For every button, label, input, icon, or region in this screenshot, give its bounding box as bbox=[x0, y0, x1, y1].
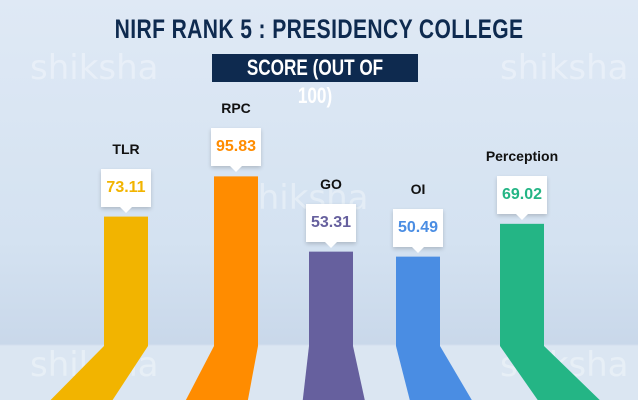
bar-floor-perception bbox=[500, 346, 600, 400]
value-label: 69.02 bbox=[497, 175, 547, 220]
category-label: OI bbox=[410, 180, 426, 197]
bar-floor-oi bbox=[396, 346, 472, 400]
bar-rpc bbox=[214, 176, 258, 346]
value-label: 73.11 bbox=[101, 168, 151, 213]
watermark: shiksha bbox=[30, 48, 159, 88]
value-label: 53.31 bbox=[306, 203, 356, 248]
chart-subtitle: SCORE (OUT OF 100) bbox=[212, 54, 418, 108]
watermark: shiksha bbox=[500, 48, 629, 88]
bar-perception bbox=[500, 223, 544, 346]
category-label: Perception bbox=[485, 147, 559, 164]
category-label: GO bbox=[320, 175, 342, 192]
chart-title: NIRF RANK 5 : PRESIDENCY COLLEGE bbox=[114, 14, 524, 44]
bar-go bbox=[309, 251, 353, 346]
bar-tlr bbox=[104, 216, 148, 346]
bar-floor-tlr bbox=[50, 346, 148, 400]
bar-floor-rpc bbox=[185, 346, 258, 400]
category-label: TLR bbox=[112, 140, 140, 157]
value-label: 50.49 bbox=[393, 208, 443, 253]
bar-floor-go bbox=[302, 346, 365, 400]
value-label: 95.83 bbox=[211, 128, 261, 173]
bar-oi bbox=[396, 256, 440, 346]
category-label: RPC bbox=[221, 100, 251, 117]
